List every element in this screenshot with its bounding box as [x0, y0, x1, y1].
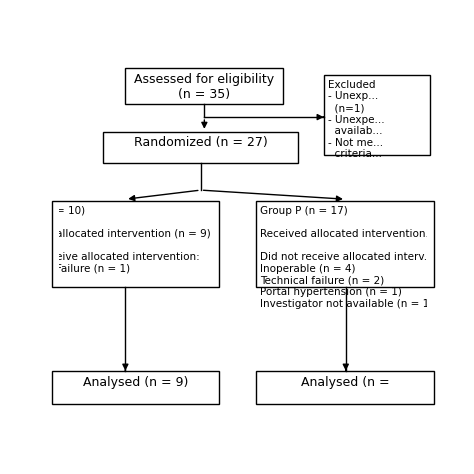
FancyBboxPatch shape	[256, 371, 434, 404]
Text: Group P (n = 17)

Received allocated intervention...

Did not receive allocated : Group P (n = 17) Received allocated inte…	[260, 206, 439, 309]
Text: Analysed (n = 9): Analysed (n = 9)	[83, 375, 188, 389]
Text: Analysed (n =: Analysed (n =	[301, 375, 389, 389]
Text: Excluded
- Unexp...
  (n=1)
- Unexpe...
  availab...
- Not me...
  criteria...: Excluded - Unexp... (n=1) - Unexpe... av…	[328, 80, 385, 159]
FancyBboxPatch shape	[256, 201, 434, 287]
FancyBboxPatch shape	[103, 132, 298, 163]
Text: Assessed for eligibility
(n = 35): Assessed for eligibility (n = 35)	[134, 73, 274, 100]
FancyBboxPatch shape	[52, 201, 219, 287]
Text: Randomized (n = 27): Randomized (n = 27)	[134, 137, 267, 149]
FancyBboxPatch shape	[324, 75, 430, 155]
FancyBboxPatch shape	[52, 371, 219, 404]
Text: = 10)

allocated intervention (n = 9)

eive allocated intervention:
Failure (n =: = 10) allocated intervention (n = 9) eiv…	[56, 206, 211, 274]
FancyBboxPatch shape	[125, 68, 283, 104]
